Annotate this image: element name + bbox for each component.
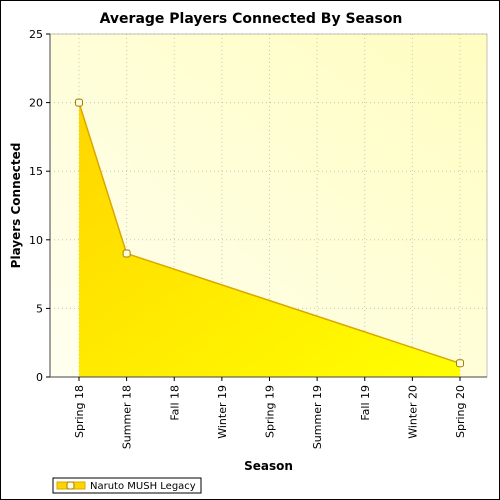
data-point bbox=[75, 98, 83, 107]
x-tick-label: Fall 18 bbox=[168, 385, 181, 421]
x-tick-label: Spring 20 bbox=[454, 385, 467, 438]
x-tick-label: Winter 19 bbox=[216, 385, 229, 439]
x-tick-label: Summer 19 bbox=[311, 385, 324, 449]
plot-border bbox=[49, 33, 488, 378]
legend-marker bbox=[66, 481, 75, 490]
legend-box bbox=[52, 477, 202, 494]
axes: 0 5 10 15 20 25 Spring 18 Summer 18 Fall 18 Winte… bbox=[29, 28, 488, 449]
series-area bbox=[75, 98, 464, 377]
x-tick-label: Spring 18 bbox=[73, 385, 86, 438]
legend-label: Naruto MUSH Legacy bbox=[90, 481, 196, 492]
x-tick-label: Fall 19 bbox=[359, 385, 372, 421]
data-point bbox=[456, 359, 464, 368]
legend: Naruto MUSH Legacy bbox=[52, 477, 202, 494]
y-tick-label: 25 bbox=[29, 28, 43, 41]
y-tick-label: 5 bbox=[36, 302, 43, 315]
chart-title: Average Players Connected By Season bbox=[100, 11, 403, 27]
x-tick-label: Winter 20 bbox=[406, 385, 419, 439]
y-tick-label: 15 bbox=[29, 165, 43, 178]
x-axis-title: Season bbox=[244, 459, 293, 473]
area-fill bbox=[79, 102, 460, 377]
data-point bbox=[122, 249, 131, 258]
y-tick-label: 20 bbox=[29, 97, 43, 110]
x-tick-label: Summer 18 bbox=[121, 385, 134, 449]
x-tick-label: Spring 19 bbox=[264, 385, 277, 438]
y-tick-label: 0 bbox=[36, 371, 43, 384]
y-axis-title: Players Connected bbox=[9, 143, 23, 269]
y-tick-label: 10 bbox=[29, 234, 43, 247]
